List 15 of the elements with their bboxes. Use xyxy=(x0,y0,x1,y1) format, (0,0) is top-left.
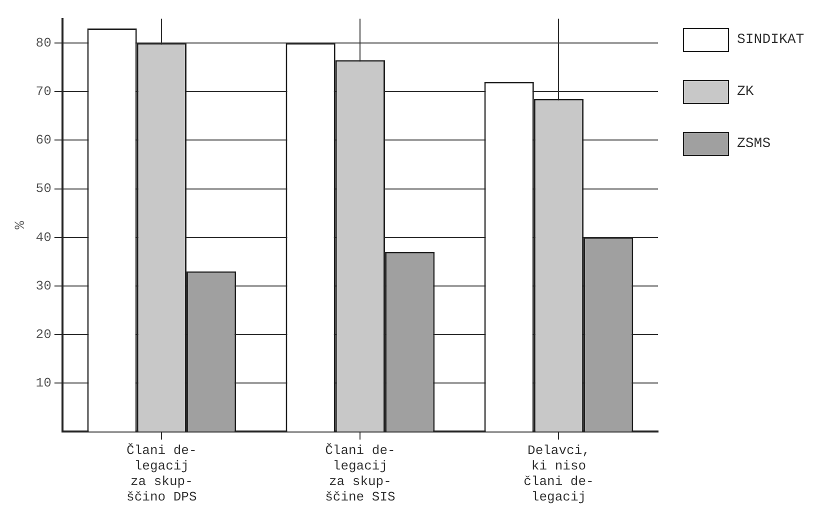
x-tick-label: Delavci, ki niso člani de- legacij xyxy=(524,442,594,505)
text: SINDIKAT xyxy=(737,32,804,48)
legend-label: ZSMS xyxy=(737,136,771,152)
y-tick-label: 80 xyxy=(36,36,52,51)
y-tick-label: 70 xyxy=(36,84,52,100)
y-tick-label: 60 xyxy=(36,132,52,148)
x-tick-label: Člani de- legacij za skup- ščine SIS xyxy=(325,442,396,505)
y-tick-label: 50 xyxy=(36,181,52,196)
y-axis-title: % xyxy=(13,220,30,230)
x-tick-label: Člani de- legacij za skup- ščino DPS xyxy=(126,442,197,505)
y-tick-label: 40 xyxy=(36,230,52,245)
legend-label: ZK xyxy=(737,84,754,100)
y-tick-label: 20 xyxy=(36,326,52,342)
y-tick-label: 10 xyxy=(36,375,52,390)
y-tick-label: 30 xyxy=(36,278,52,294)
